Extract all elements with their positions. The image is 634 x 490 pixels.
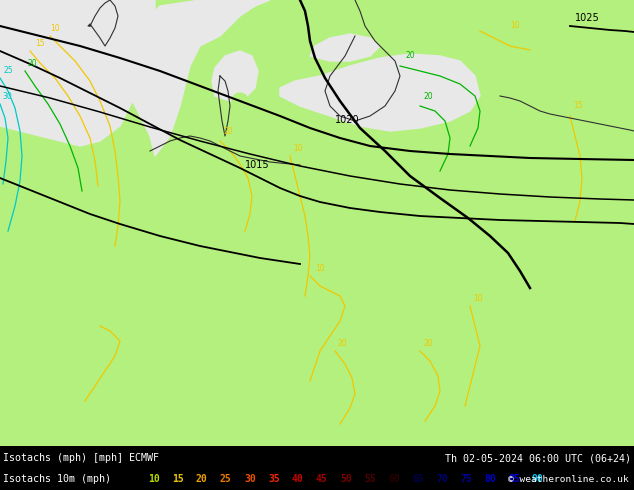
- Text: © weatheronline.co.uk: © weatheronline.co.uk: [508, 474, 629, 484]
- Text: 1015: 1015: [245, 160, 269, 170]
- Polygon shape: [0, 0, 155, 146]
- Polygon shape: [310, 34, 380, 61]
- Text: 60: 60: [388, 474, 400, 484]
- Text: 65: 65: [412, 474, 424, 484]
- Polygon shape: [212, 51, 258, 101]
- Text: 15: 15: [172, 474, 184, 484]
- Text: 10: 10: [50, 24, 60, 33]
- Polygon shape: [0, 0, 634, 446]
- Text: Isotachs (mph) [mph] ECMWF: Isotachs (mph) [mph] ECMWF: [3, 453, 159, 463]
- Text: 20: 20: [28, 59, 37, 68]
- Text: 20: 20: [423, 339, 432, 348]
- Text: 45: 45: [316, 474, 328, 484]
- Text: Th 02-05-2024 06:00 UTC (06+24): Th 02-05-2024 06:00 UTC (06+24): [445, 453, 631, 463]
- Polygon shape: [249, 145, 261, 157]
- Text: Isotachs 10m (mph): Isotachs 10m (mph): [3, 474, 111, 484]
- Text: 70: 70: [436, 474, 448, 484]
- Text: 75: 75: [460, 474, 472, 484]
- Polygon shape: [125, 0, 270, 156]
- Polygon shape: [220, 106, 240, 126]
- Text: 80: 80: [484, 474, 496, 484]
- Text: 10: 10: [148, 474, 160, 484]
- Text: 85: 85: [508, 474, 520, 484]
- Text: 30: 30: [2, 92, 12, 101]
- Text: 20: 20: [196, 474, 208, 484]
- Polygon shape: [232, 93, 248, 109]
- Text: 15: 15: [35, 39, 44, 48]
- Polygon shape: [355, 0, 634, 56]
- Text: 40: 40: [292, 474, 304, 484]
- Text: 20: 20: [423, 92, 432, 101]
- Polygon shape: [237, 128, 253, 144]
- Text: 1025: 1025: [575, 13, 600, 23]
- Text: 30: 30: [244, 474, 256, 484]
- Text: 20: 20: [405, 51, 415, 60]
- Text: 10: 10: [315, 264, 325, 273]
- Polygon shape: [258, 129, 272, 143]
- Text: 50: 50: [340, 474, 352, 484]
- Text: 10: 10: [473, 294, 482, 303]
- Text: 20: 20: [224, 127, 233, 136]
- Text: 35: 35: [268, 474, 280, 484]
- Text: 10: 10: [293, 144, 302, 153]
- Text: 1020: 1020: [335, 115, 359, 125]
- Text: 15: 15: [573, 101, 583, 110]
- Text: 90: 90: [532, 474, 544, 484]
- Text: 20: 20: [338, 339, 347, 348]
- Text: 25: 25: [220, 474, 232, 484]
- Text: 25: 25: [3, 66, 13, 75]
- Text: 55: 55: [364, 474, 376, 484]
- Polygon shape: [280, 54, 480, 131]
- Text: 10: 10: [510, 21, 520, 30]
